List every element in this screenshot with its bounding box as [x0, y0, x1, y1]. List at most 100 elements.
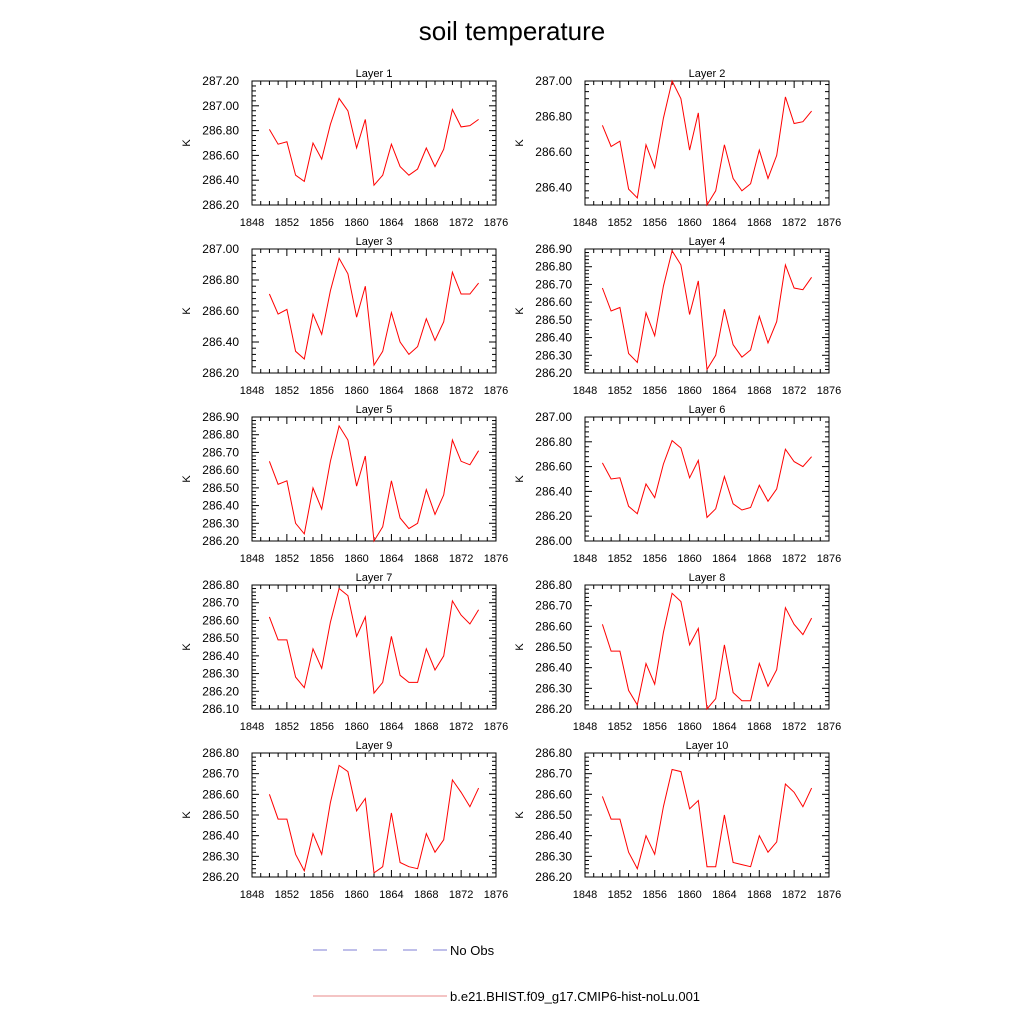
x-tick-label: 1864	[712, 889, 736, 901]
x-tick-label: 1876	[484, 217, 508, 229]
x-tick-label: 1856	[642, 385, 666, 397]
x-tick-label: 1856	[309, 889, 333, 901]
x-tick-label: 1864	[379, 553, 403, 565]
x-tick-label: 1860	[344, 889, 368, 901]
series-line	[268, 587, 480, 695]
y-tick-label: 286.50	[535, 640, 572, 654]
x-tick-label: 1868	[747, 553, 771, 565]
chart-title: Layer 5	[356, 404, 393, 416]
series-line	[601, 768, 813, 871]
y-tick-label: 286.60	[535, 787, 572, 801]
y-tick-label: 286.20	[202, 870, 239, 884]
chart-title: Layer 3	[356, 236, 393, 248]
chart-title: Layer 4	[689, 236, 726, 248]
legend-entry-model-run: b.e21.BHIST.f09_g17.CMIP6-hist-noLu.001	[313, 989, 700, 1004]
plot-frame	[584, 752, 830, 878]
x-tick-label: 1848	[573, 721, 597, 733]
y-tick-label: 286.60	[535, 619, 572, 633]
series-line	[268, 97, 479, 187]
x-tick-label: 1860	[677, 385, 701, 397]
x-tick-label: 1856	[309, 553, 333, 565]
x-tick-label: 1872	[782, 889, 806, 901]
y-tick-label: 287.20	[202, 74, 239, 88]
x-tick-label: 1868	[747, 721, 771, 733]
plot-frame	[584, 80, 830, 206]
y-tick-label: 286.10	[202, 702, 239, 716]
x-tick-label: 1848	[573, 553, 597, 565]
y-tick-label: 286.00	[535, 534, 572, 548]
y-tick-label: 286.60	[535, 295, 572, 309]
x-tick-label: 1872	[782, 721, 806, 733]
x-tick-label: 1860	[344, 217, 368, 229]
x-tick-label: 1868	[414, 553, 438, 565]
y-tick-label: 286.40	[202, 649, 239, 663]
x-tick-label: 1852	[275, 721, 299, 733]
y-tick-label: 286.20	[202, 198, 239, 212]
x-tick-label: 1860	[677, 217, 701, 229]
chart-title: Layer 7	[356, 572, 393, 584]
y-tick-label: 286.50	[202, 808, 239, 822]
x-tick-label: 1860	[344, 385, 368, 397]
y-tick-label: 286.20	[202, 684, 239, 698]
y-tick-label: 286.40	[535, 829, 572, 843]
y-tick-label: 286.70	[535, 767, 572, 781]
y-tick-label: 286.70	[535, 277, 572, 291]
plot-frame	[584, 248, 830, 374]
x-tick-label: 1860	[677, 721, 701, 733]
y-tick-label: 286.60	[202, 463, 239, 477]
y-tick-label: 286.60	[202, 148, 239, 162]
x-tick-label: 1872	[449, 553, 473, 565]
chart-title: Layer 2	[689, 68, 726, 80]
legend: No Obs b.e21.BHIST.f09_g17.CMIP6-hist-no…	[313, 943, 700, 1004]
y-tick-label: 287.00	[535, 74, 572, 88]
y-tick-label: 286.20	[202, 366, 239, 380]
y-tick-label: 286.60	[535, 145, 572, 159]
chart-layer-4: Layer 4 K 1848 1852 1856 1860 1864 1868 1872 1876…	[514, 236, 841, 397]
y-tick-label: 286.20	[535, 870, 572, 884]
y-tick-label: 286.70	[202, 767, 239, 781]
y-tick-label: 286.40	[202, 499, 239, 513]
x-tick-label: 1856	[642, 553, 666, 565]
y-axis-label: K	[514, 643, 526, 651]
x-tick-label: 1868	[414, 217, 438, 229]
x-tick-label: 1876	[484, 721, 508, 733]
y-tick-label: 286.40	[202, 335, 239, 349]
x-tick-label: 1864	[379, 889, 403, 901]
x-tick-label: 1868	[747, 889, 771, 901]
y-tick-label: 286.30	[202, 516, 239, 530]
x-tick-label: 1876	[817, 553, 841, 565]
series-line	[601, 79, 812, 207]
y-tick-label: 287.00	[535, 410, 572, 424]
x-tick-label: 1868	[414, 385, 438, 397]
x-tick-label: 1852	[608, 889, 632, 901]
x-tick-label: 1872	[782, 553, 806, 565]
x-tick-label: 1876	[484, 553, 508, 565]
y-tick-label: 286.80	[202, 578, 239, 592]
chart-panels: Layer 1 K 1848 1852 1856 1860 1864 1868 1872 1876…	[181, 68, 841, 901]
plot-frame	[251, 752, 497, 878]
chart-title: Layer 9	[356, 740, 393, 752]
y-tick-label: 286.30	[535, 681, 572, 695]
x-tick-label: 1856	[309, 385, 333, 397]
x-tick-label: 1864	[712, 217, 736, 229]
x-tick-label: 1852	[275, 553, 299, 565]
y-tick-label: 286.50	[535, 313, 572, 327]
chart-layer-6: Layer 6 K 1848 1852 1856 1860 1864 1868 1872 1876…	[514, 404, 841, 565]
chart-layer-9: Layer 9 K 1848 1852 1856 1860 1864 1868 1872 1876…	[181, 740, 508, 901]
y-axis-label: K	[181, 139, 193, 147]
y-tick-label: 286.50	[202, 481, 239, 495]
x-tick-label: 1848	[240, 553, 264, 565]
chart-layer-5: Layer 5 K 1848 1852 1856 1860 1864 1868 1872 1876…	[181, 404, 508, 565]
x-tick-label: 1864	[712, 553, 736, 565]
y-tick-label: 286.60	[202, 613, 239, 627]
y-tick-label: 286.80	[535, 435, 572, 449]
x-tick-label: 1864	[379, 217, 403, 229]
plot-frame	[251, 248, 497, 374]
y-tick-label: 286.70	[202, 596, 239, 610]
y-tick-label: 286.80	[535, 746, 572, 760]
x-tick-label: 1864	[712, 385, 736, 397]
x-tick-label: 1860	[677, 553, 701, 565]
x-tick-label: 1848	[240, 721, 264, 733]
y-tick-label: 286.40	[535, 180, 572, 194]
